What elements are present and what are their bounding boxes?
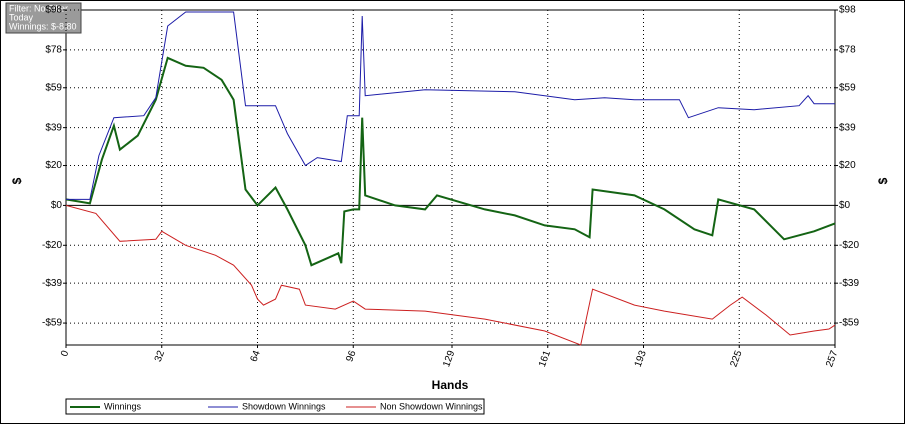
y-axis-label: $ (10, 177, 24, 184)
legend-label: Showdown Winnings (242, 401, 326, 411)
x-tick-label: 96 (344, 349, 358, 364)
x-axis-label: Hands (432, 378, 469, 392)
y2-axis-label: $ (876, 177, 890, 184)
series-line (65, 204, 836, 346)
y2-tick-label: -$20 (839, 240, 859, 251)
y2-tick-label: -$39 (839, 278, 859, 289)
y2-tick-label: $98 (839, 5, 856, 16)
filter-text: Filter: No Filter (9, 3, 68, 13)
y2-tick-label: $20 (839, 160, 856, 171)
y-tick-label: $98 (45, 5, 62, 16)
y-tick-label: $39 (45, 122, 62, 133)
x-tick-label: 0 (59, 349, 71, 358)
filter-text: Winnings: $-8.80 (9, 21, 77, 31)
y2-tick-label: $0 (839, 200, 851, 211)
y-tick-label: -$20 (42, 240, 62, 251)
x-tick-label: 32 (153, 349, 167, 364)
filter-box (5, 2, 82, 34)
y-tick-label: $78 (45, 45, 62, 56)
y2-tick-label: $59 (839, 82, 856, 93)
y-tick-label: $0 (51, 200, 63, 211)
legend (65, 398, 485, 415)
y2-tick-label: $39 (839, 122, 856, 133)
y2-tick-label: -$59 (839, 318, 859, 329)
y-tick-label: $20 (45, 160, 62, 171)
filter-text: Today (9, 12, 34, 22)
y-tick-label: $59 (45, 82, 62, 93)
y-tick-label: -$59 (42, 318, 62, 329)
y2-tick-label: $78 (839, 45, 856, 56)
y-tick-label: -$39 (42, 278, 62, 289)
legend-label: Winnings (104, 401, 142, 411)
legend-label: Non Showdown Winnings (380, 401, 483, 411)
series-line (65, 56, 836, 267)
series-line (66, 11, 835, 200)
x-tick-label: 64 (249, 349, 263, 364)
